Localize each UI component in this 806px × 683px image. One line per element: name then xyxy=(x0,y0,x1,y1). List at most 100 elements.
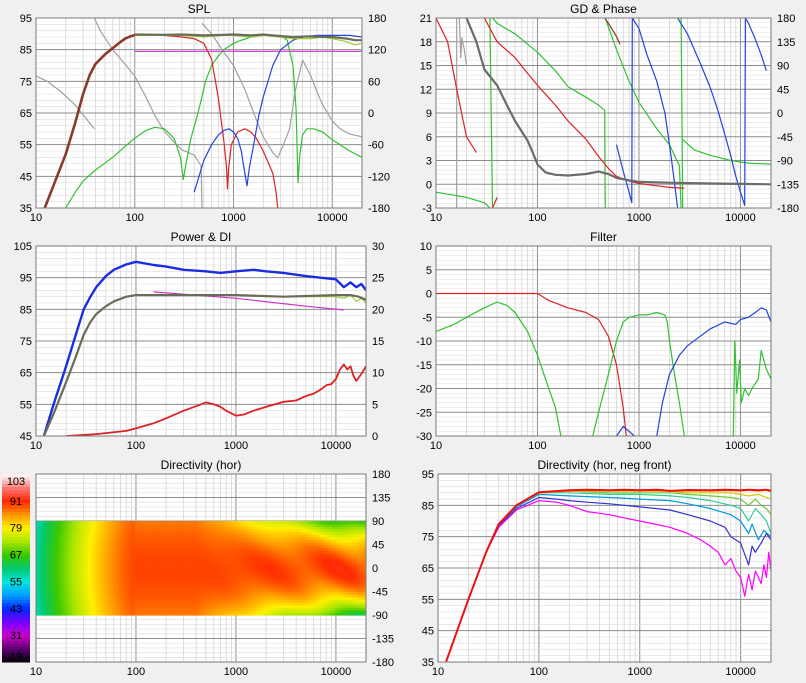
heatmap-cell xyxy=(143,552,147,556)
heatmap-cell xyxy=(41,607,45,611)
heatmap-cell xyxy=(322,541,326,546)
heatmap-cell xyxy=(269,541,274,546)
heatmap-cell xyxy=(349,560,353,564)
heatmap-cell xyxy=(192,604,197,608)
heatmap-cell xyxy=(124,536,128,540)
heatmap-cell xyxy=(104,568,109,572)
heatmap-cell xyxy=(349,554,353,559)
heatmap-cell xyxy=(80,547,84,551)
heatmap-cell xyxy=(181,523,186,527)
heatmap-cell xyxy=(170,544,175,548)
heatmap-cell xyxy=(77,562,81,566)
heatmap-cell xyxy=(239,557,243,561)
colorbar-swatch xyxy=(2,536,30,541)
heatmap-cell xyxy=(104,586,109,590)
heatmap-cell xyxy=(55,583,59,587)
colorbar-swatch xyxy=(2,530,30,535)
heatmap-cell xyxy=(297,526,301,530)
heatmap-cell xyxy=(250,528,254,533)
heatmap-cell xyxy=(154,541,158,546)
heatmap-cell xyxy=(168,573,172,577)
heatmap-cell xyxy=(269,552,274,556)
heatmap-cell xyxy=(239,528,243,533)
heatmap-cell xyxy=(300,575,304,580)
heatmap-cell xyxy=(38,541,43,546)
heatmap-cell xyxy=(118,604,122,608)
heatmap-cell xyxy=(234,596,238,600)
heatmap-cell xyxy=(278,528,282,533)
heatmap-cell xyxy=(319,601,323,606)
heatmap-cell xyxy=(283,562,287,566)
heatmap-cell xyxy=(168,549,172,553)
heatmap-cell xyxy=(206,521,210,525)
heatmap-cell xyxy=(333,536,337,540)
heatmap-cell xyxy=(181,541,186,546)
heatmap-cell xyxy=(107,586,111,590)
heatmap-cell xyxy=(330,547,334,551)
heatmap-cell xyxy=(124,573,128,577)
heatmap-cell xyxy=(55,599,59,603)
heatmap-cell xyxy=(209,547,213,551)
heatmap-cell xyxy=(300,521,304,525)
heatmap-cell xyxy=(330,586,334,590)
heatmap-cell xyxy=(346,534,351,538)
heatmap-cell xyxy=(159,560,164,564)
heatmap-cell xyxy=(184,588,188,593)
heatmap-cell xyxy=(220,534,224,538)
heatmap-cell xyxy=(228,531,232,535)
heatmap-cell xyxy=(212,570,216,574)
heatmap-cell xyxy=(137,565,142,569)
heatmap-cell xyxy=(99,570,103,574)
heatmap-cell xyxy=(278,588,282,593)
heatmap-cell xyxy=(102,539,106,543)
heatmap-cell xyxy=(209,552,213,556)
heatmap-cell xyxy=(198,591,202,595)
heatmap-cell xyxy=(157,544,161,548)
heatmap-cell xyxy=(363,528,366,533)
heatmap-cell xyxy=(91,570,95,574)
heatmap-cell xyxy=(49,521,54,525)
heatmap-cell xyxy=(135,526,139,530)
heatmap-cell xyxy=(363,554,366,559)
heatmap-cell xyxy=(333,581,337,585)
heatmap-cell xyxy=(319,549,323,553)
heatmap-cell xyxy=(118,528,122,533)
heatmap-cell xyxy=(148,570,153,574)
heatmap-cell xyxy=(363,541,366,546)
heatmap-cell xyxy=(311,591,315,595)
heatmap-cell xyxy=(99,560,103,564)
heatmap-cell xyxy=(179,523,183,527)
heatmap-cell xyxy=(253,596,257,600)
heatmap-cell xyxy=(159,557,164,561)
heatmap-cell xyxy=(333,573,337,577)
heatmap-cell xyxy=(190,586,194,590)
heatmap-cell xyxy=(335,588,340,593)
heatmap-cell xyxy=(159,549,164,553)
heatmap-cell xyxy=(319,528,323,533)
heatmap-cell xyxy=(77,549,81,553)
heatmap-cell xyxy=(85,601,89,606)
heatmap-cell xyxy=(344,562,348,566)
heatmap-cell xyxy=(209,568,213,572)
heatmap-cell xyxy=(335,523,340,527)
heatmap-cell xyxy=(49,601,54,606)
heatmap-cell xyxy=(236,562,241,566)
chart-title: Directivity (hor, neg front) xyxy=(537,458,671,472)
heatmap-cell xyxy=(206,570,210,574)
heatmap-cell xyxy=(49,591,54,595)
heatmap-cell xyxy=(126,528,131,533)
heatmap-cell xyxy=(38,521,43,525)
heatmap-cell xyxy=(319,526,323,530)
heatmap-cell xyxy=(129,531,133,535)
heatmap-cell xyxy=(212,547,216,551)
heatmap-cell xyxy=(44,612,48,616)
heatmap-cell xyxy=(311,596,315,600)
heatmap-cell xyxy=(220,531,224,535)
heatmap-cell xyxy=(157,557,161,561)
heatmap-cell xyxy=(289,601,293,606)
heatmap-cell xyxy=(113,601,117,606)
heatmap-cell xyxy=(278,583,282,587)
heatmap-cell xyxy=(201,588,205,593)
heatmap-cell xyxy=(308,591,312,595)
heatmap-cell xyxy=(135,536,139,540)
